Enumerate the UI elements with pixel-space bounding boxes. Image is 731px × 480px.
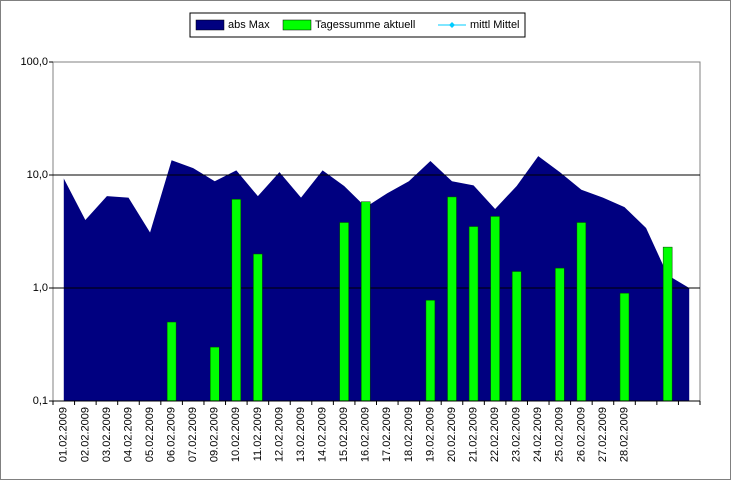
bar — [425, 299, 436, 402]
legend-swatch — [195, 19, 225, 31]
y-tick-label: 1,0 — [33, 282, 48, 294]
x-tick-label: 11.02.2009 — [252, 407, 264, 461]
bar — [339, 222, 349, 402]
x-tick-label: 19.02.2009 — [424, 407, 436, 462]
bar — [555, 267, 565, 402]
x-tick-label: 20.02.2009 — [446, 407, 458, 462]
bar — [447, 196, 457, 402]
x-tick-label: 05.02.2009 — [144, 407, 156, 462]
x-tick-label: 18.02.2009 — [403, 407, 415, 462]
bar — [360, 201, 371, 402]
x-tick-label: 16.02.2009 — [360, 407, 372, 462]
bar — [619, 292, 630, 402]
x-tick-label: 12.02.2009 — [273, 407, 285, 462]
x-tick-label: 27.02.2009 — [597, 407, 609, 462]
legend-label: Tagessumme aktuell — [315, 19, 415, 31]
x-tick-label: 26.02.2009 — [575, 407, 587, 462]
x-tick-label: 06.02.2009 — [166, 407, 178, 462]
x-tick-label: 22.02.2009 — [489, 407, 501, 462]
x-tick-label: 10.02.2009 — [230, 407, 242, 462]
bar — [253, 253, 263, 402]
y-tick-label: 100,0 — [20, 56, 48, 68]
legend-swatch — [282, 19, 312, 31]
bar — [490, 216, 500, 402]
x-tick-label: 01.02.2009 — [58, 407, 70, 462]
legend-label: abs Max — [228, 19, 270, 31]
y-tick-label: 0,1 — [33, 395, 48, 407]
x-tick-label: 21.02.2009 — [467, 407, 479, 462]
bar — [468, 226, 479, 402]
legend-label: mittl Mittel — [470, 19, 520, 31]
bar — [662, 246, 673, 402]
x-tick-label: 14.02.2009 — [316, 407, 328, 462]
x-tick-label: 17.02.2009 — [381, 407, 393, 462]
legend-swatch — [449, 22, 455, 28]
bar — [231, 199, 242, 402]
x-tick-label: 15.02.2009 — [338, 407, 350, 462]
x-tick-label: 28.02.2009 — [618, 407, 630, 462]
bar — [576, 222, 587, 402]
bar — [210, 346, 220, 402]
x-tick-label: 25.02.2009 — [554, 407, 566, 462]
x-tick-label: 13.02.2009 — [295, 407, 307, 462]
x-tick-label: 09.02.2009 — [209, 407, 221, 462]
x-tick-label: 03.02.2009 — [101, 407, 113, 462]
x-tick-label: 04.02.2009 — [122, 407, 134, 462]
area — [63, 156, 690, 401]
x-tick-label: 23.02.2009 — [511, 407, 523, 462]
y-tick-label: 10,0 — [27, 169, 48, 181]
bar — [511, 271, 522, 402]
x-tick-label: 07.02.2009 — [187, 407, 199, 462]
x-tick-label: 24.02.2009 — [532, 407, 544, 462]
x-tick-label: 02.02.2009 — [79, 407, 91, 462]
legend-box — [189, 12, 526, 38]
bar — [166, 321, 177, 402]
